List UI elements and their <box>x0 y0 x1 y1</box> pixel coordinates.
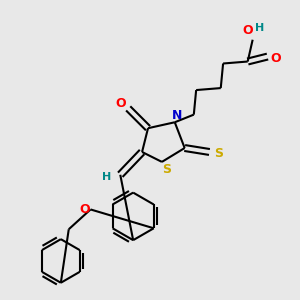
Text: O: O <box>270 52 281 65</box>
Text: O: O <box>242 24 253 37</box>
Text: N: N <box>172 109 182 122</box>
Text: S: S <box>162 163 171 176</box>
Text: H: H <box>255 23 264 33</box>
Text: S: S <box>214 148 223 160</box>
Text: O: O <box>79 203 90 216</box>
Text: O: O <box>115 97 126 110</box>
Text: H: H <box>102 172 111 182</box>
